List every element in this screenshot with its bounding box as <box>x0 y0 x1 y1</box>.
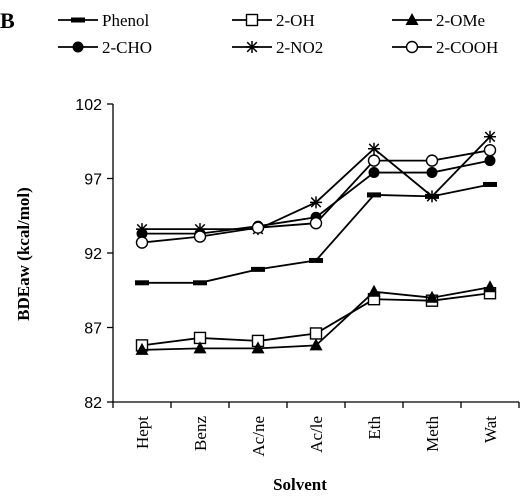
y-tick-label: 87 <box>84 321 102 338</box>
data-point <box>483 280 497 293</box>
x-tick-label-ac-ne: Ac/ne <box>249 416 268 457</box>
series-2-cooh <box>135 143 497 249</box>
data-point <box>309 338 323 351</box>
x-tick-label-eth: Eth <box>365 416 384 440</box>
data-point <box>425 154 439 167</box>
legend-marker <box>71 17 85 23</box>
y-tick-label: 102 <box>75 97 102 114</box>
legend-label: 2-COOH <box>436 38 498 57</box>
legend-label: Phenol <box>102 11 150 30</box>
data-point <box>136 223 148 236</box>
x-tick-label-wat: Wat <box>481 416 500 443</box>
data-point <box>367 154 381 167</box>
legend-marker <box>245 13 259 27</box>
x-tick-label-benz: Benz <box>191 416 210 451</box>
x-tick-label-ac-le: Ac/le <box>307 416 326 453</box>
data-point <box>367 192 381 198</box>
legend-label: 2-OH <box>276 11 315 30</box>
data-point <box>425 290 439 303</box>
legend-item-2-ome: 2-OMe <box>392 11 485 30</box>
legend-label: 2-CHO <box>102 38 152 57</box>
data-point <box>484 155 496 167</box>
legend-label: 2-OMe <box>436 11 485 30</box>
data-point <box>426 167 438 179</box>
data-point <box>368 167 380 179</box>
data-point <box>483 181 497 187</box>
legend-item-2-oh: 2-OH <box>232 11 315 30</box>
data-point <box>426 190 438 203</box>
legend-item-2-no2: 2-NO2 <box>232 38 323 57</box>
data-point <box>483 143 497 157</box>
data-point <box>193 230 207 243</box>
legend-item-phenol: Phenol <box>58 11 150 30</box>
data-point <box>251 266 265 272</box>
data-point <box>484 130 496 143</box>
legend-label: 2-NO2 <box>276 38 323 57</box>
data-point <box>135 280 149 286</box>
legend: Phenol 2-OH 2-OMe 2-CHO 2-NO2 2-COOH <box>58 11 498 57</box>
data-point <box>309 327 323 340</box>
data-point <box>194 223 206 236</box>
data-point <box>368 142 380 155</box>
data-point <box>135 342 149 355</box>
legend-marker <box>405 13 419 25</box>
legend-item-2-cho: 2-CHO <box>58 38 152 57</box>
plot-area: 82 87 92 97 102 Hept Benz Ac/ne Ac/le Eth Meth Wat <box>75 97 520 457</box>
legend-marker <box>405 40 419 54</box>
data-point <box>309 216 323 230</box>
x-tick-label-hept: Hept <box>133 416 152 449</box>
data-point <box>251 341 265 354</box>
y-tick-label: 82 <box>84 395 102 412</box>
data-point <box>309 257 323 263</box>
data-point <box>193 341 207 354</box>
y-axis-title: BDEaw (kcal/mol) <box>14 187 33 321</box>
legend-marker <box>246 41 258 53</box>
series-2-ome <box>135 280 497 355</box>
y-tick-label: 92 <box>84 246 102 263</box>
data-point <box>251 221 265 234</box>
panel-label: B <box>0 8 15 33</box>
legend-marker <box>72 41 84 53</box>
data-point <box>135 236 149 249</box>
data-point <box>310 196 322 209</box>
data-point <box>367 284 381 297</box>
x-tick-label-meth: Meth <box>423 416 442 452</box>
legend-item-2-cooh: 2-COOH <box>392 38 498 57</box>
y-tick-label: 97 <box>84 172 102 189</box>
x-axis-title: Solvent <box>273 475 327 494</box>
data-point <box>193 280 207 286</box>
